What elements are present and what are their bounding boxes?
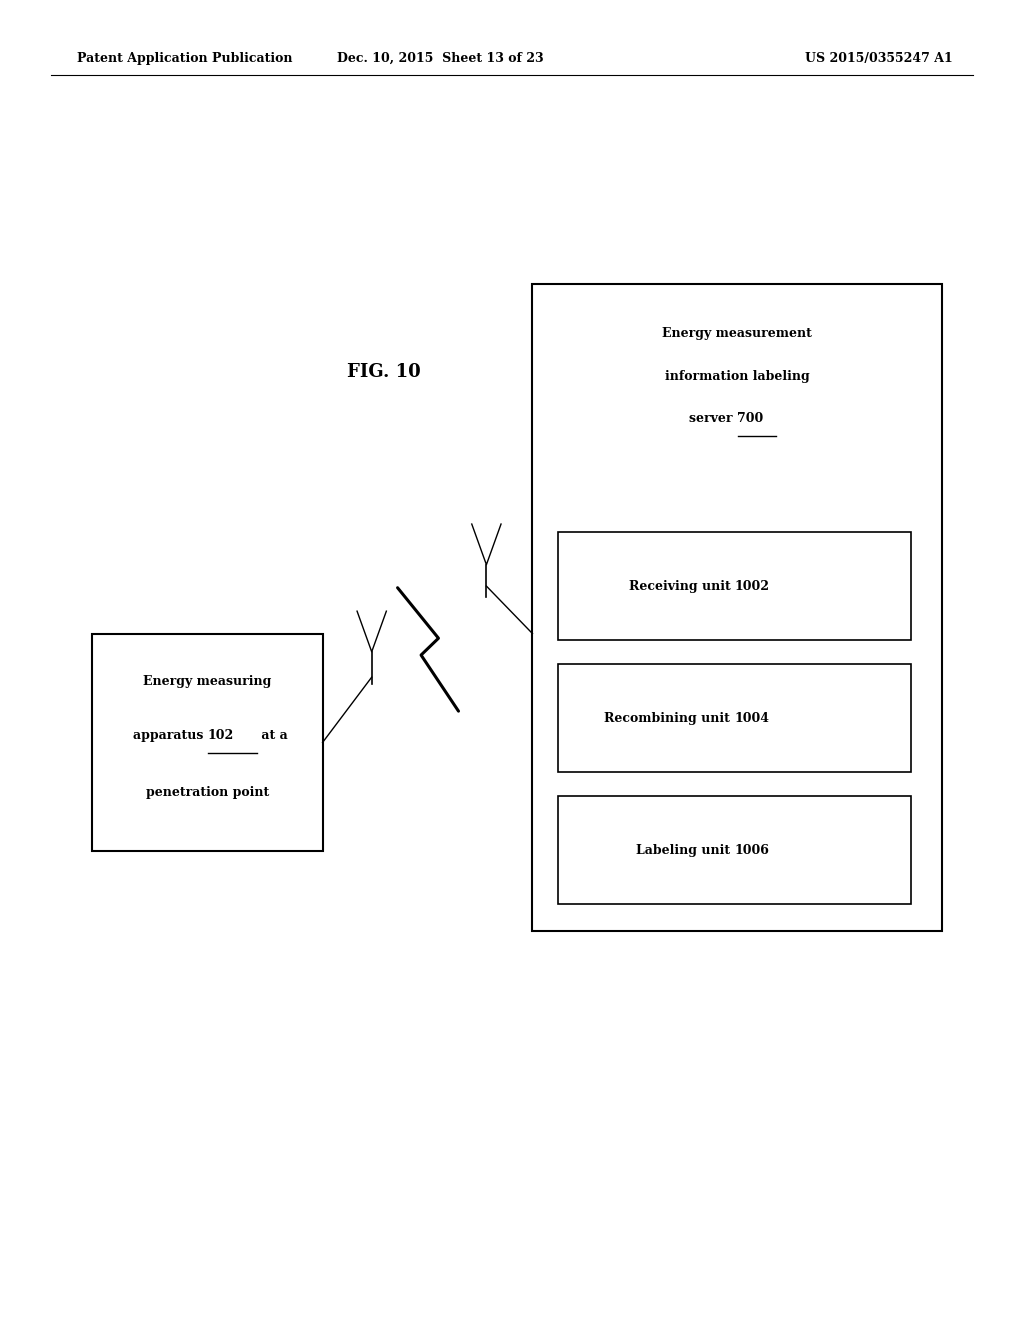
Text: Labeling unit: Labeling unit (636, 843, 735, 857)
Text: Receiving unit: Receiving unit (629, 579, 735, 593)
Text: FIG. 10: FIG. 10 (347, 363, 421, 381)
Text: US 2015/0355247 A1: US 2015/0355247 A1 (805, 51, 952, 65)
FancyBboxPatch shape (558, 796, 911, 904)
Text: Recombining unit: Recombining unit (604, 711, 735, 725)
Text: Energy measuring: Energy measuring (143, 676, 271, 688)
FancyBboxPatch shape (92, 634, 323, 851)
Text: 700: 700 (737, 412, 764, 425)
Text: 102: 102 (207, 730, 233, 742)
FancyBboxPatch shape (558, 664, 911, 772)
Text: 1006: 1006 (735, 843, 770, 857)
Text: penetration point: penetration point (145, 787, 269, 799)
FancyBboxPatch shape (558, 532, 911, 640)
Text: 1002: 1002 (735, 579, 770, 593)
Text: server: server (689, 412, 737, 425)
Text: information labeling: information labeling (665, 370, 810, 383)
Text: Energy measurement: Energy measurement (663, 327, 812, 341)
FancyBboxPatch shape (532, 284, 942, 931)
Text: Patent Application Publication: Patent Application Publication (77, 51, 292, 65)
Text: apparatus: apparatus (133, 730, 207, 742)
Text: Dec. 10, 2015  Sheet 13 of 23: Dec. 10, 2015 Sheet 13 of 23 (337, 51, 544, 65)
Text: 1004: 1004 (735, 711, 770, 725)
Text: at a: at a (256, 730, 288, 742)
